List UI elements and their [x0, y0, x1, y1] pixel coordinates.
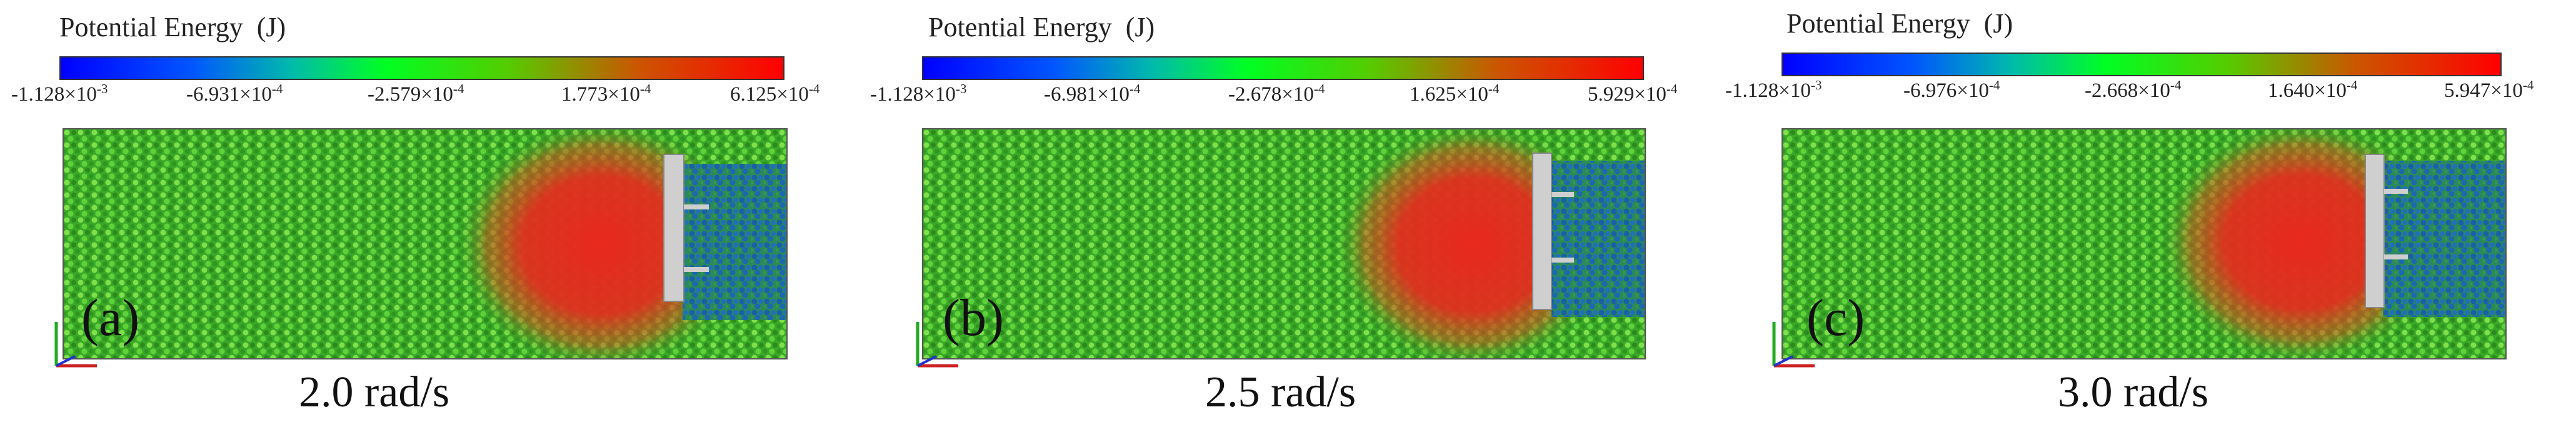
colorbar-tick: -1.128×10-3 — [11, 81, 108, 106]
colorbar-ticks: -1.128×10-3 -6.931×10-4 -2.579×10-4 1.77… — [0, 81, 863, 106]
colorbar-title: Potential Energy (J) — [928, 12, 1155, 43]
colorbar-tick: -2.579×10-4 — [368, 81, 464, 106]
panel-a: Potential Energy (J) -1.128×10-3 -6.931×… — [0, 0, 863, 432]
colorbar-tick: -2.668×10-4 — [2085, 78, 2182, 102]
panel-c: Potential Energy (J) -1.128×10-3 -6.976×… — [1719, 0, 2576, 432]
colorbar — [1782, 53, 2502, 76]
panel-label: (c) — [1807, 289, 1865, 347]
simulation-view — [1782, 128, 2507, 359]
colorbar-tick: 1.773×10-4 — [561, 81, 651, 106]
low-energy-zone — [683, 164, 786, 320]
axis-icon — [916, 322, 958, 368]
colorbar-title: Potential Energy (J) — [1787, 8, 2013, 39]
colorbar-tick: -1.128×10-3 — [870, 81, 967, 106]
colorbar-tick: -6.981×10-4 — [1044, 81, 1141, 106]
panel-b: Potential Energy (J) -1.128×10-3 -6.981×… — [863, 0, 1719, 432]
axis-icon — [54, 322, 97, 368]
colorbar-ticks: -1.128×10-3 -6.981×10-4 -2.678×10-4 1.62… — [863, 81, 1719, 106]
colorbar-title: Potential Energy (J) — [59, 12, 286, 43]
panel-label: (a) — [81, 289, 140, 347]
speed-caption: 3.0 rad/s — [2058, 368, 2209, 416]
cutting-tool — [663, 154, 684, 302]
low-energy-zone — [1551, 161, 1645, 317]
panel-label: (b) — [943, 289, 1004, 347]
colorbar-tick: 1.625×10-4 — [1410, 81, 1500, 106]
colorbar-tick: -6.931×10-4 — [186, 81, 283, 106]
simulation-view — [922, 128, 1646, 359]
colorbar-tick: 5.929×10-4 — [1588, 81, 1678, 106]
colorbar-tick: 5.947×10-4 — [2444, 78, 2534, 102]
axis-icon — [1772, 322, 1815, 368]
low-energy-zone — [2383, 161, 2505, 317]
colorbar — [922, 56, 1644, 80]
colorbar-tick: -1.128×10-3 — [1725, 78, 1822, 102]
colorbar-tick: 1.640×10-4 — [2268, 78, 2358, 102]
colorbar — [59, 56, 784, 80]
cutting-tool — [2365, 154, 2385, 308]
colorbar-tick: 6.125×10-4 — [730, 81, 820, 106]
cutting-tool — [1532, 153, 1552, 310]
simulation-view — [63, 128, 788, 359]
speed-caption: 2.0 rad/s — [299, 368, 450, 416]
colorbar-tick: -2.678×10-4 — [1228, 81, 1325, 106]
speed-caption: 2.5 rad/s — [1205, 368, 1356, 416]
colorbar-ticks: -1.128×10-3 -6.976×10-4 -2.668×10-4 1.64… — [1719, 78, 2576, 103]
colorbar-tick: -6.976×10-4 — [1903, 78, 2000, 102]
